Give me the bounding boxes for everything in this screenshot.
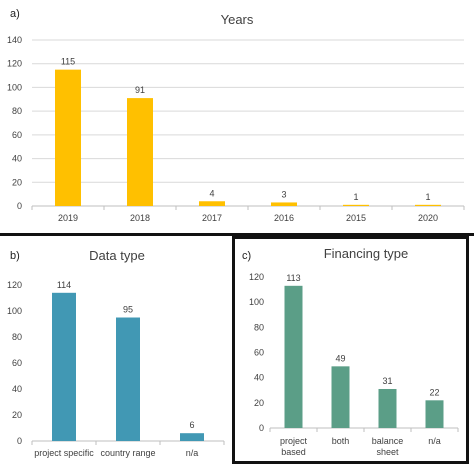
x-category-label: project xyxy=(280,436,308,446)
data-label: 6 xyxy=(189,420,194,430)
panel-letter: b) xyxy=(10,250,20,262)
y-tick-label: 20 xyxy=(12,177,22,187)
chart-data-type: b) Data type 0 20 40 60 80 100 120 114 project spe… xyxy=(7,248,225,458)
x-category-label: n/a xyxy=(186,448,199,458)
data-label: 113 xyxy=(286,273,300,283)
x-category-label: 2018 xyxy=(130,213,150,223)
data-label: 3 xyxy=(281,189,286,199)
bar xyxy=(378,388,397,428)
bar xyxy=(180,433,204,441)
x-category-label: both xyxy=(332,436,350,446)
y-tick-label: 60 xyxy=(12,130,22,140)
bar xyxy=(343,204,369,206)
data-label: 115 xyxy=(61,57,75,67)
bar xyxy=(55,69,81,207)
bar xyxy=(116,317,140,441)
y-tick-label: 140 xyxy=(7,35,22,45)
y-tick-label: 40 xyxy=(254,373,264,383)
data-label: 31 xyxy=(382,376,392,386)
data-label: 4 xyxy=(209,188,214,198)
x-category-label: 2020 xyxy=(418,213,438,223)
panel-letter: c) xyxy=(242,250,251,262)
y-tick-label: 0 xyxy=(17,201,22,211)
data-label: 1 xyxy=(353,192,358,202)
y-tick-label: 100 xyxy=(7,82,22,92)
y-tick-label: 40 xyxy=(12,384,22,394)
data-label: 22 xyxy=(429,387,439,397)
bar xyxy=(127,98,153,206)
panel-letter: a) xyxy=(10,8,20,20)
y-tick-label: 20 xyxy=(12,410,22,420)
bar xyxy=(425,400,444,428)
x-category-label: balance xyxy=(372,436,404,446)
data-label: 1 xyxy=(425,192,430,202)
bar xyxy=(284,285,303,428)
x-category-label: 2015 xyxy=(346,213,366,223)
x-category-label: project specific xyxy=(34,448,94,458)
y-tick-label: 20 xyxy=(254,398,264,408)
y-tick-label: 120 xyxy=(7,280,22,290)
y-tick-label: 80 xyxy=(254,322,264,332)
x-category-label: 2016 xyxy=(274,213,294,223)
y-tick-label: 80 xyxy=(12,106,22,116)
x-category-label: sheet xyxy=(376,447,399,457)
y-tick-label: 60 xyxy=(12,358,22,368)
x-category-label: country range xyxy=(100,448,155,458)
y-tick-label: 80 xyxy=(12,332,22,342)
data-label: 91 xyxy=(135,85,145,95)
chart-title: Years xyxy=(221,12,254,27)
chart-title: Data type xyxy=(89,248,145,263)
x-category-label: based xyxy=(281,447,306,457)
y-tick-label: 120 xyxy=(249,272,264,282)
x-category-label: 2017 xyxy=(202,213,222,223)
panel-divider xyxy=(0,233,474,236)
bar xyxy=(271,202,297,206)
x-category-label: 2019 xyxy=(58,213,78,223)
data-label: 49 xyxy=(335,353,345,363)
y-tick-label: 60 xyxy=(254,348,264,358)
data-label: 114 xyxy=(57,280,71,290)
y-tick-label: 120 xyxy=(7,59,22,69)
chart-financing-type: c) Financing type 0 20 40 60 80 100 120 113 projec… xyxy=(242,246,459,457)
y-tick-label: 0 xyxy=(259,423,264,433)
bar xyxy=(52,292,76,441)
chart-years: a) Years 0 20 40 60 80 100 120 140 115 2019 91 2018 4 2… xyxy=(7,8,465,223)
y-tick-label: 100 xyxy=(7,306,22,316)
y-tick-label: 40 xyxy=(12,154,22,164)
x-category-label: n/a xyxy=(428,436,441,446)
bar xyxy=(415,204,441,206)
y-tick-label: 100 xyxy=(249,297,264,307)
bar xyxy=(199,201,225,206)
chart-title: Financing type xyxy=(324,246,409,261)
y-tick-label: 0 xyxy=(17,436,22,446)
bar xyxy=(331,366,350,428)
data-label: 95 xyxy=(123,305,133,315)
